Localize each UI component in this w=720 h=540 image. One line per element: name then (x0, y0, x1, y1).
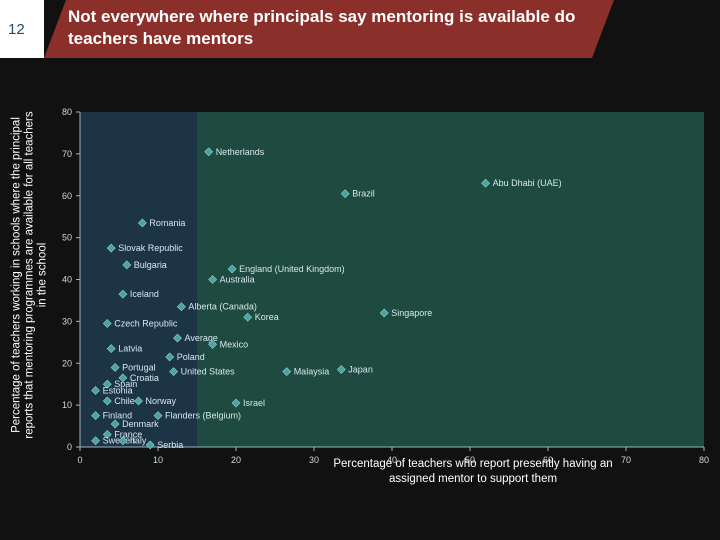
chart-title: Not everywhere where principals say ment… (68, 7, 576, 48)
data-point-label: Mexico (220, 339, 249, 349)
y-tick-label: 60 (62, 191, 72, 201)
x-tick-label: 60 (543, 455, 553, 465)
y-axis-ticks: 0 10 20 30 40 50 60 70 80 (62, 107, 80, 452)
data-point-label: Abu Dhabi (UAE) (493, 178, 562, 188)
y-tick-label: 30 (62, 316, 72, 326)
y-tick-label: 40 (62, 275, 72, 285)
data-point-marker (134, 396, 143, 406)
x-axis-ticks: 0 10 20 30 40 50 60 70 80 (77, 447, 709, 465)
data-point-label: Romania (149, 218, 185, 228)
data-point-marker (118, 289, 128, 299)
data-point-label: France (114, 429, 142, 439)
data-point-label: United States (181, 367, 236, 377)
data-point-marker (118, 373, 128, 383)
x-tick-label: 40 (387, 455, 397, 465)
data-point-marker (208, 339, 218, 349)
data-point-label: Slovak Republic (118, 243, 183, 253)
title-banner (44, 0, 614, 58)
y-tick-label: 0 (67, 442, 72, 452)
y-tick-label: 70 (62, 149, 72, 159)
data-point-marker (110, 419, 120, 429)
data-point-marker (243, 312, 253, 322)
data-point-marker (173, 333, 182, 343)
highlight-region (197, 112, 704, 447)
data-point-label: Croatia (130, 373, 159, 383)
data-point-marker (110, 363, 120, 372)
data-point-label: Malaysia (294, 367, 330, 377)
data-point-marker (91, 386, 101, 395)
data-point-marker (118, 436, 128, 446)
data-point-label: Israel (243, 398, 265, 408)
data-point-label: Spain (114, 379, 137, 389)
data-point-marker (102, 379, 112, 389)
data-point-label: Bulgaria (134, 260, 167, 270)
data-point-label: Average (185, 333, 218, 343)
y-tick-label: 50 (62, 233, 72, 243)
data-point-label: Japan (348, 365, 373, 375)
data-point-marker (106, 344, 116, 354)
data-point-marker (145, 440, 155, 450)
data-point-marker (231, 398, 241, 408)
x-tick-label: 0 (77, 455, 82, 465)
data-point-marker (208, 275, 218, 284)
data-point-label: Korea (255, 312, 279, 322)
data-point-marker (282, 367, 292, 377)
y-tick-label: 80 (62, 107, 72, 117)
data-point-marker (481, 178, 491, 188)
data-point-label: Brazil (352, 189, 375, 199)
y-tick-label: 10 (62, 400, 72, 410)
data-point-label: Portugal (122, 362, 156, 372)
data-point-label: Australia (220, 275, 255, 285)
data-point-marker (137, 218, 147, 228)
data-point-marker (102, 396, 112, 406)
data-point-marker (340, 189, 350, 199)
data-point-label: Norway (146, 396, 177, 406)
data-point-label: Serbia (157, 440, 183, 450)
data-point-marker (91, 411, 101, 421)
page-number: 12 (8, 21, 25, 38)
data-point-label: Finland (103, 411, 133, 421)
data-point-marker (336, 365, 346, 374)
x-tick-label: 80 (699, 455, 709, 465)
data-point-marker (204, 147, 214, 157)
data-points: Netherlands Abu Dhabi (UAE) Brazil Romania S… (91, 147, 562, 450)
data-point-marker (106, 243, 116, 253)
data-point-marker (379, 308, 389, 318)
page-number-tab (0, 0, 44, 58)
data-point-marker (102, 430, 112, 439)
data-point-label: Netherlands (216, 147, 265, 157)
data-point-marker (122, 260, 132, 270)
x-tick-label: 20 (231, 455, 241, 465)
x-tick-label: 30 (309, 455, 319, 465)
data-point-label: Latvia (118, 344, 142, 354)
data-point-marker (165, 352, 175, 362)
data-point-marker (227, 264, 237, 274)
data-point-marker (176, 302, 186, 312)
data-point-label: Czech Republic (114, 318, 178, 328)
data-point-label: England (United Kingdom) (239, 264, 345, 274)
data-point-marker (91, 436, 101, 446)
data-point-label: Singapore (391, 308, 432, 318)
x-tick-label: 50 (465, 455, 475, 465)
data-point-label: Alberta (Canada) (188, 302, 257, 312)
data-point-marker (153, 411, 163, 421)
data-point-label: Poland (177, 352, 205, 362)
x-tick-label: 70 (621, 455, 631, 465)
x-axis-label: Percentage of teachers who report presen… (333, 458, 613, 485)
data-point-marker (169, 367, 179, 377)
data-point-label: Iceland (130, 289, 159, 299)
y-tick-label: 20 (62, 358, 72, 368)
data-point-label: Denmark (122, 419, 159, 429)
data-point-label: Flanders (Belgium) (165, 411, 241, 421)
data-point-label: Estonia (103, 385, 133, 395)
data-point-label: Chile (114, 396, 135, 406)
data-point-marker (102, 319, 112, 328)
x-tick-label: 10 (153, 455, 163, 465)
data-point-label: Italy (130, 436, 147, 446)
